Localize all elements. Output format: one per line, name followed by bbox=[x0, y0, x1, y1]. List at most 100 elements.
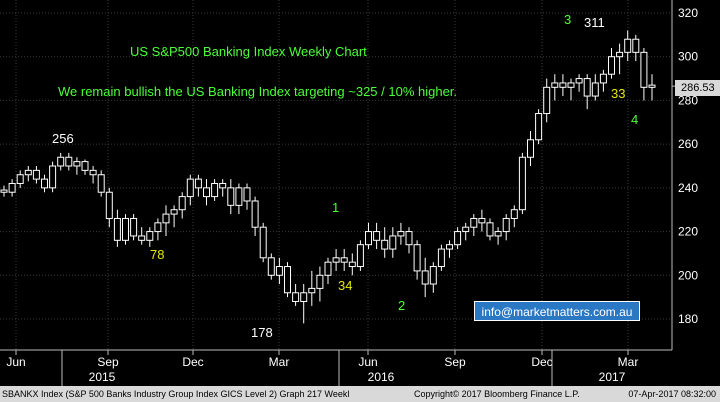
candle bbox=[397, 222, 405, 245]
candle bbox=[543, 78, 551, 123]
candle-body bbox=[462, 226, 470, 233]
candle-body bbox=[421, 270, 429, 285]
candle bbox=[348, 253, 356, 276]
candle-body bbox=[57, 156, 65, 167]
candle bbox=[494, 227, 502, 245]
candle bbox=[308, 270, 316, 306]
candle-body bbox=[567, 82, 575, 88]
candle bbox=[365, 222, 372, 250]
x-month-label: Dec bbox=[531, 355, 552, 369]
candle-body bbox=[478, 217, 486, 224]
candle-body bbox=[89, 169, 97, 176]
x-year-label: 2016 bbox=[368, 370, 395, 384]
y-tick-label: 280 bbox=[678, 93, 698, 107]
candle bbox=[227, 179, 235, 215]
candle-body bbox=[186, 178, 194, 198]
candle bbox=[478, 209, 486, 232]
x-month-label: Sep bbox=[97, 355, 119, 369]
candle-body bbox=[632, 38, 640, 53]
candle bbox=[502, 214, 510, 241]
candle-body bbox=[32, 169, 40, 180]
candle-body bbox=[211, 182, 219, 198]
candle bbox=[518, 152, 526, 215]
candle bbox=[373, 222, 381, 250]
candle-body bbox=[105, 191, 113, 219]
candle-body bbox=[275, 266, 283, 276]
annotation-33: 33 bbox=[611, 86, 626, 101]
candle bbox=[186, 174, 194, 206]
candle bbox=[429, 262, 437, 293]
candle-body bbox=[429, 266, 437, 285]
candle bbox=[16, 170, 24, 188]
candle-body bbox=[73, 161, 81, 167]
candle-body bbox=[316, 274, 324, 289]
candle bbox=[146, 227, 154, 247]
candle-body bbox=[535, 113, 543, 141]
candle bbox=[219, 179, 227, 197]
x-month-label: Dec bbox=[182, 355, 203, 369]
candle bbox=[122, 214, 129, 245]
candle-body bbox=[235, 187, 243, 206]
candle bbox=[510, 205, 518, 228]
candle-body bbox=[591, 82, 599, 97]
x-month-label: Sep bbox=[444, 355, 466, 369]
candle bbox=[203, 179, 210, 206]
candle-body bbox=[446, 244, 453, 250]
candle bbox=[437, 244, 445, 271]
email-link[interactable]: info@marketmatters.com.au bbox=[474, 301, 640, 321]
annotation-1: 1 bbox=[332, 200, 340, 215]
candles bbox=[0, 30, 656, 324]
candle-body bbox=[292, 292, 300, 303]
candle-body bbox=[146, 231, 154, 241]
candle-body bbox=[575, 78, 583, 84]
candle-body bbox=[97, 174, 105, 193]
candle-body bbox=[583, 78, 591, 97]
candle-body bbox=[543, 86, 551, 115]
candle bbox=[154, 218, 162, 241]
candle bbox=[324, 257, 332, 285]
candle bbox=[138, 227, 146, 245]
candle-body bbox=[284, 266, 291, 294]
candle-body bbox=[0, 189, 8, 193]
candle bbox=[57, 152, 65, 171]
candle-body bbox=[340, 257, 348, 263]
candle-body bbox=[154, 222, 162, 233]
candle bbox=[599, 69, 607, 92]
candle-body bbox=[486, 222, 494, 237]
y-tick-label: 300 bbox=[678, 50, 698, 64]
candle bbox=[300, 284, 308, 324]
candle bbox=[235, 183, 243, 215]
candle-body bbox=[162, 213, 170, 224]
candle-body bbox=[518, 156, 526, 211]
candle bbox=[251, 196, 259, 236]
candle bbox=[105, 187, 113, 228]
candle-body bbox=[170, 209, 178, 215]
last-price-tag: 286.53 bbox=[675, 80, 720, 96]
candle-body bbox=[243, 187, 251, 202]
candle-body bbox=[437, 248, 445, 268]
y-tick-label: 320 bbox=[678, 6, 698, 20]
candle-body bbox=[405, 231, 413, 246]
candle-body bbox=[65, 156, 73, 167]
footer-left: SBANKX Index (S&P 500 Banks Industry Gro… bbox=[2, 389, 350, 399]
candle bbox=[316, 266, 324, 302]
candle bbox=[267, 253, 275, 280]
candle bbox=[389, 227, 397, 258]
candle bbox=[446, 240, 453, 258]
candle-body bbox=[608, 56, 615, 75]
candle-body bbox=[454, 231, 462, 246]
candle bbox=[332, 249, 340, 271]
candle-body bbox=[397, 231, 405, 237]
candle-body bbox=[16, 174, 24, 184]
candle bbox=[41, 174, 48, 193]
candle-body bbox=[41, 178, 48, 189]
candle bbox=[648, 74, 656, 101]
candle-body bbox=[49, 165, 57, 189]
candle bbox=[81, 159, 89, 175]
candle bbox=[178, 192, 186, 219]
candle-body bbox=[470, 217, 478, 228]
chart-title: US S&P500 Banking Index Weekly Chart bbox=[130, 44, 367, 59]
candle-body bbox=[203, 187, 210, 198]
x-year-label: 2017 bbox=[599, 370, 626, 384]
candle-body bbox=[494, 231, 502, 237]
